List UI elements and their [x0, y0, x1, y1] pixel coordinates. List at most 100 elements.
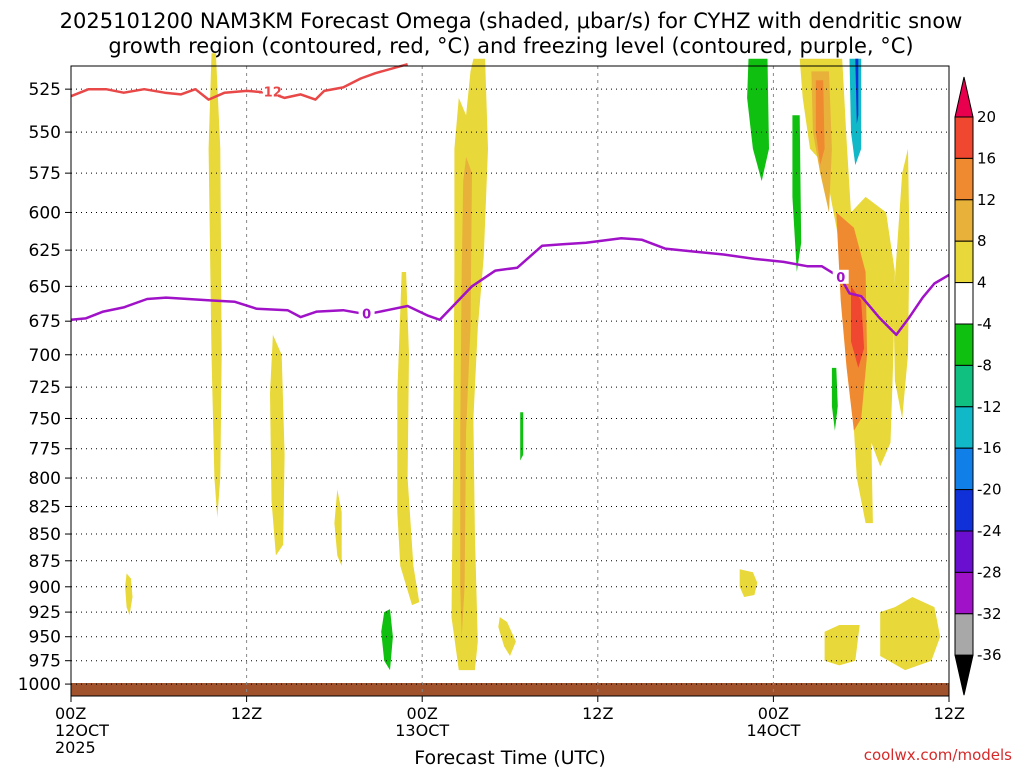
colorbar-box-11	[954, 571, 974, 615]
omega-region-east-green	[747, 58, 769, 182]
colorbar-box-4	[954, 282, 974, 325]
y-tick-label-775: 775	[29, 440, 61, 460]
freezing-level-contour-label-0: 0	[362, 307, 371, 322]
x-tick-label-48-1: 14OCT	[746, 721, 800, 740]
x-tick-label-0-2: 2025	[55, 738, 96, 757]
colorbar-box-5	[954, 323, 974, 366]
y-tick-label-800: 800	[29, 469, 61, 489]
omega-region-east-low2	[880, 597, 941, 671]
omega-region-green-22h	[381, 609, 393, 671]
y-tick-label-925: 925	[29, 603, 61, 623]
colorbar-box-1	[954, 157, 974, 201]
omega-region-band-14h	[270, 334, 285, 556]
colorbar-label-0: 20	[977, 108, 996, 126]
omega-region-green-31h	[520, 412, 524, 461]
credit-text: coolwx.com/models	[864, 746, 1012, 764]
omega-region-thin-band-09h	[208, 53, 222, 518]
colorbar: 20 16 12 8 4 -4 -8 -12 -16 -20 -24 -28 -32 -36	[954, 76, 1002, 696]
colorbar-label-7: -12	[977, 398, 1002, 416]
colorbar-label-8: -16	[977, 439, 1002, 457]
colorbar-box-3	[954, 240, 974, 284]
y-tick-label-875: 875	[29, 552, 61, 572]
omega-region-east-blue-core	[855, 58, 859, 124]
colorbar-label-4: 4	[977, 274, 987, 292]
ground-fill	[71, 683, 949, 696]
colorbar-box-8	[954, 447, 974, 491]
y-tick-label-600: 600	[29, 203, 61, 223]
colorbar-box-9	[954, 489, 974, 532]
x-tick-label-60-0: 12Z	[934, 704, 965, 723]
y-tick-label-675: 675	[29, 312, 61, 332]
omega-region-east-green3	[831, 367, 838, 431]
dendritic-contour-line	[70, 62, 408, 101]
omega-region-east-red	[851, 286, 865, 368]
omega-region-blob-29h	[498, 617, 516, 656]
y-tick-label-550: 550	[29, 123, 61, 143]
freezing-level-contour-label-bg-1	[832, 269, 849, 284]
omega-region-thin-19h	[334, 489, 342, 566]
colorbar-box-0	[954, 116, 974, 159]
x-tick-label-24-0: 00Z	[407, 704, 438, 723]
colorbar-box-10	[954, 530, 974, 573]
colorbar-box-6	[954, 364, 974, 408]
colorbar-label-11: -28	[977, 563, 1002, 581]
y-tick-label-725: 725	[29, 378, 61, 398]
omega-region-main-26h	[451, 58, 488, 671]
chart-title-line1: 2025101200 NAM3KM Forecast Omega (shaded…	[60, 9, 963, 33]
grid-lines	[71, 66, 949, 696]
colorbar-label-9: -20	[977, 481, 1002, 499]
freezing-level-contour-label-bg-0	[358, 306, 375, 321]
colorbar-label-10: -24	[977, 522, 1002, 540]
colorbar-label-3: 8	[977, 232, 987, 250]
omega-region-east-green2	[792, 115, 802, 272]
colorbar-label-6: -8	[977, 356, 992, 374]
y-tick-label-625: 625	[29, 241, 61, 261]
y-tick-label-1000: 1000	[18, 675, 61, 695]
y-tick-label-850: 850	[29, 525, 61, 545]
x-tick-label-0-0: 00Z	[55, 704, 86, 723]
dendritic-contour-label-0: -12	[258, 86, 282, 101]
freezing-level-contour-line	[70, 236, 950, 337]
dendritic-contour-label-bg-0	[262, 84, 279, 99]
colorbar-box-7	[954, 406, 974, 449]
chart-title-line2: growth region (contoured, red, °C) and f…	[108, 34, 913, 58]
y-axis: 525 550 575 600 625 650 675 700 725 750 775 800 825 8…	[18, 80, 71, 695]
omega-region-band-22-23h	[397, 272, 420, 606]
colorbar-box-12	[954, 613, 974, 656]
y-tick-label-975: 975	[29, 652, 61, 672]
colorbar-label-12: -32	[977, 605, 1002, 623]
omega-region-east-blue	[849, 58, 862, 166]
omega-region-blob-04h	[125, 573, 133, 616]
omega-region-east-low1	[824, 625, 860, 666]
colorbar-label-13: -36	[977, 646, 1002, 664]
y-tick-label-525: 525	[29, 80, 61, 100]
x-tick-label-0-1: 12OCT	[55, 721, 109, 740]
ground-layer	[71, 683, 949, 696]
colorbar-label-1: 16	[977, 149, 996, 167]
plot-frame	[70, 65, 950, 697]
y-tick-label-700: 700	[29, 346, 61, 366]
omega-region-blob-46h	[739, 569, 758, 597]
omega-region-main-26h-inner	[460, 156, 472, 637]
colorbar-label-2: 12	[977, 191, 996, 209]
x-tick-label-12-0: 12Z	[231, 704, 262, 723]
y-tick-label-575: 575	[29, 164, 61, 184]
x-axis-label: Forecast Time (UTC)	[414, 747, 605, 768]
contour-lines: -12 0 0	[70, 62, 950, 337]
freezing-level-contour-label-1: 0	[836, 271, 845, 286]
y-tick-label-650: 650	[29, 277, 61, 297]
omega-region-east-right	[893, 148, 910, 419]
colorbar-label-5: -4	[977, 315, 992, 333]
colorbar-bottom-arrow	[954, 654, 974, 696]
x-tick-label-24-1: 13OCT	[395, 721, 449, 740]
omega-region-east-orange3	[815, 80, 825, 166]
colorbar-box-2	[954, 199, 974, 242]
y-tick-label-825: 825	[29, 497, 61, 517]
y-tick-label-900: 900	[29, 578, 61, 598]
omega-shaded-regions	[125, 53, 941, 671]
y-tick-label-950: 950	[29, 628, 61, 648]
y-tick-label-750: 750	[29, 409, 61, 429]
colorbar-top-arrow	[954, 76, 974, 118]
